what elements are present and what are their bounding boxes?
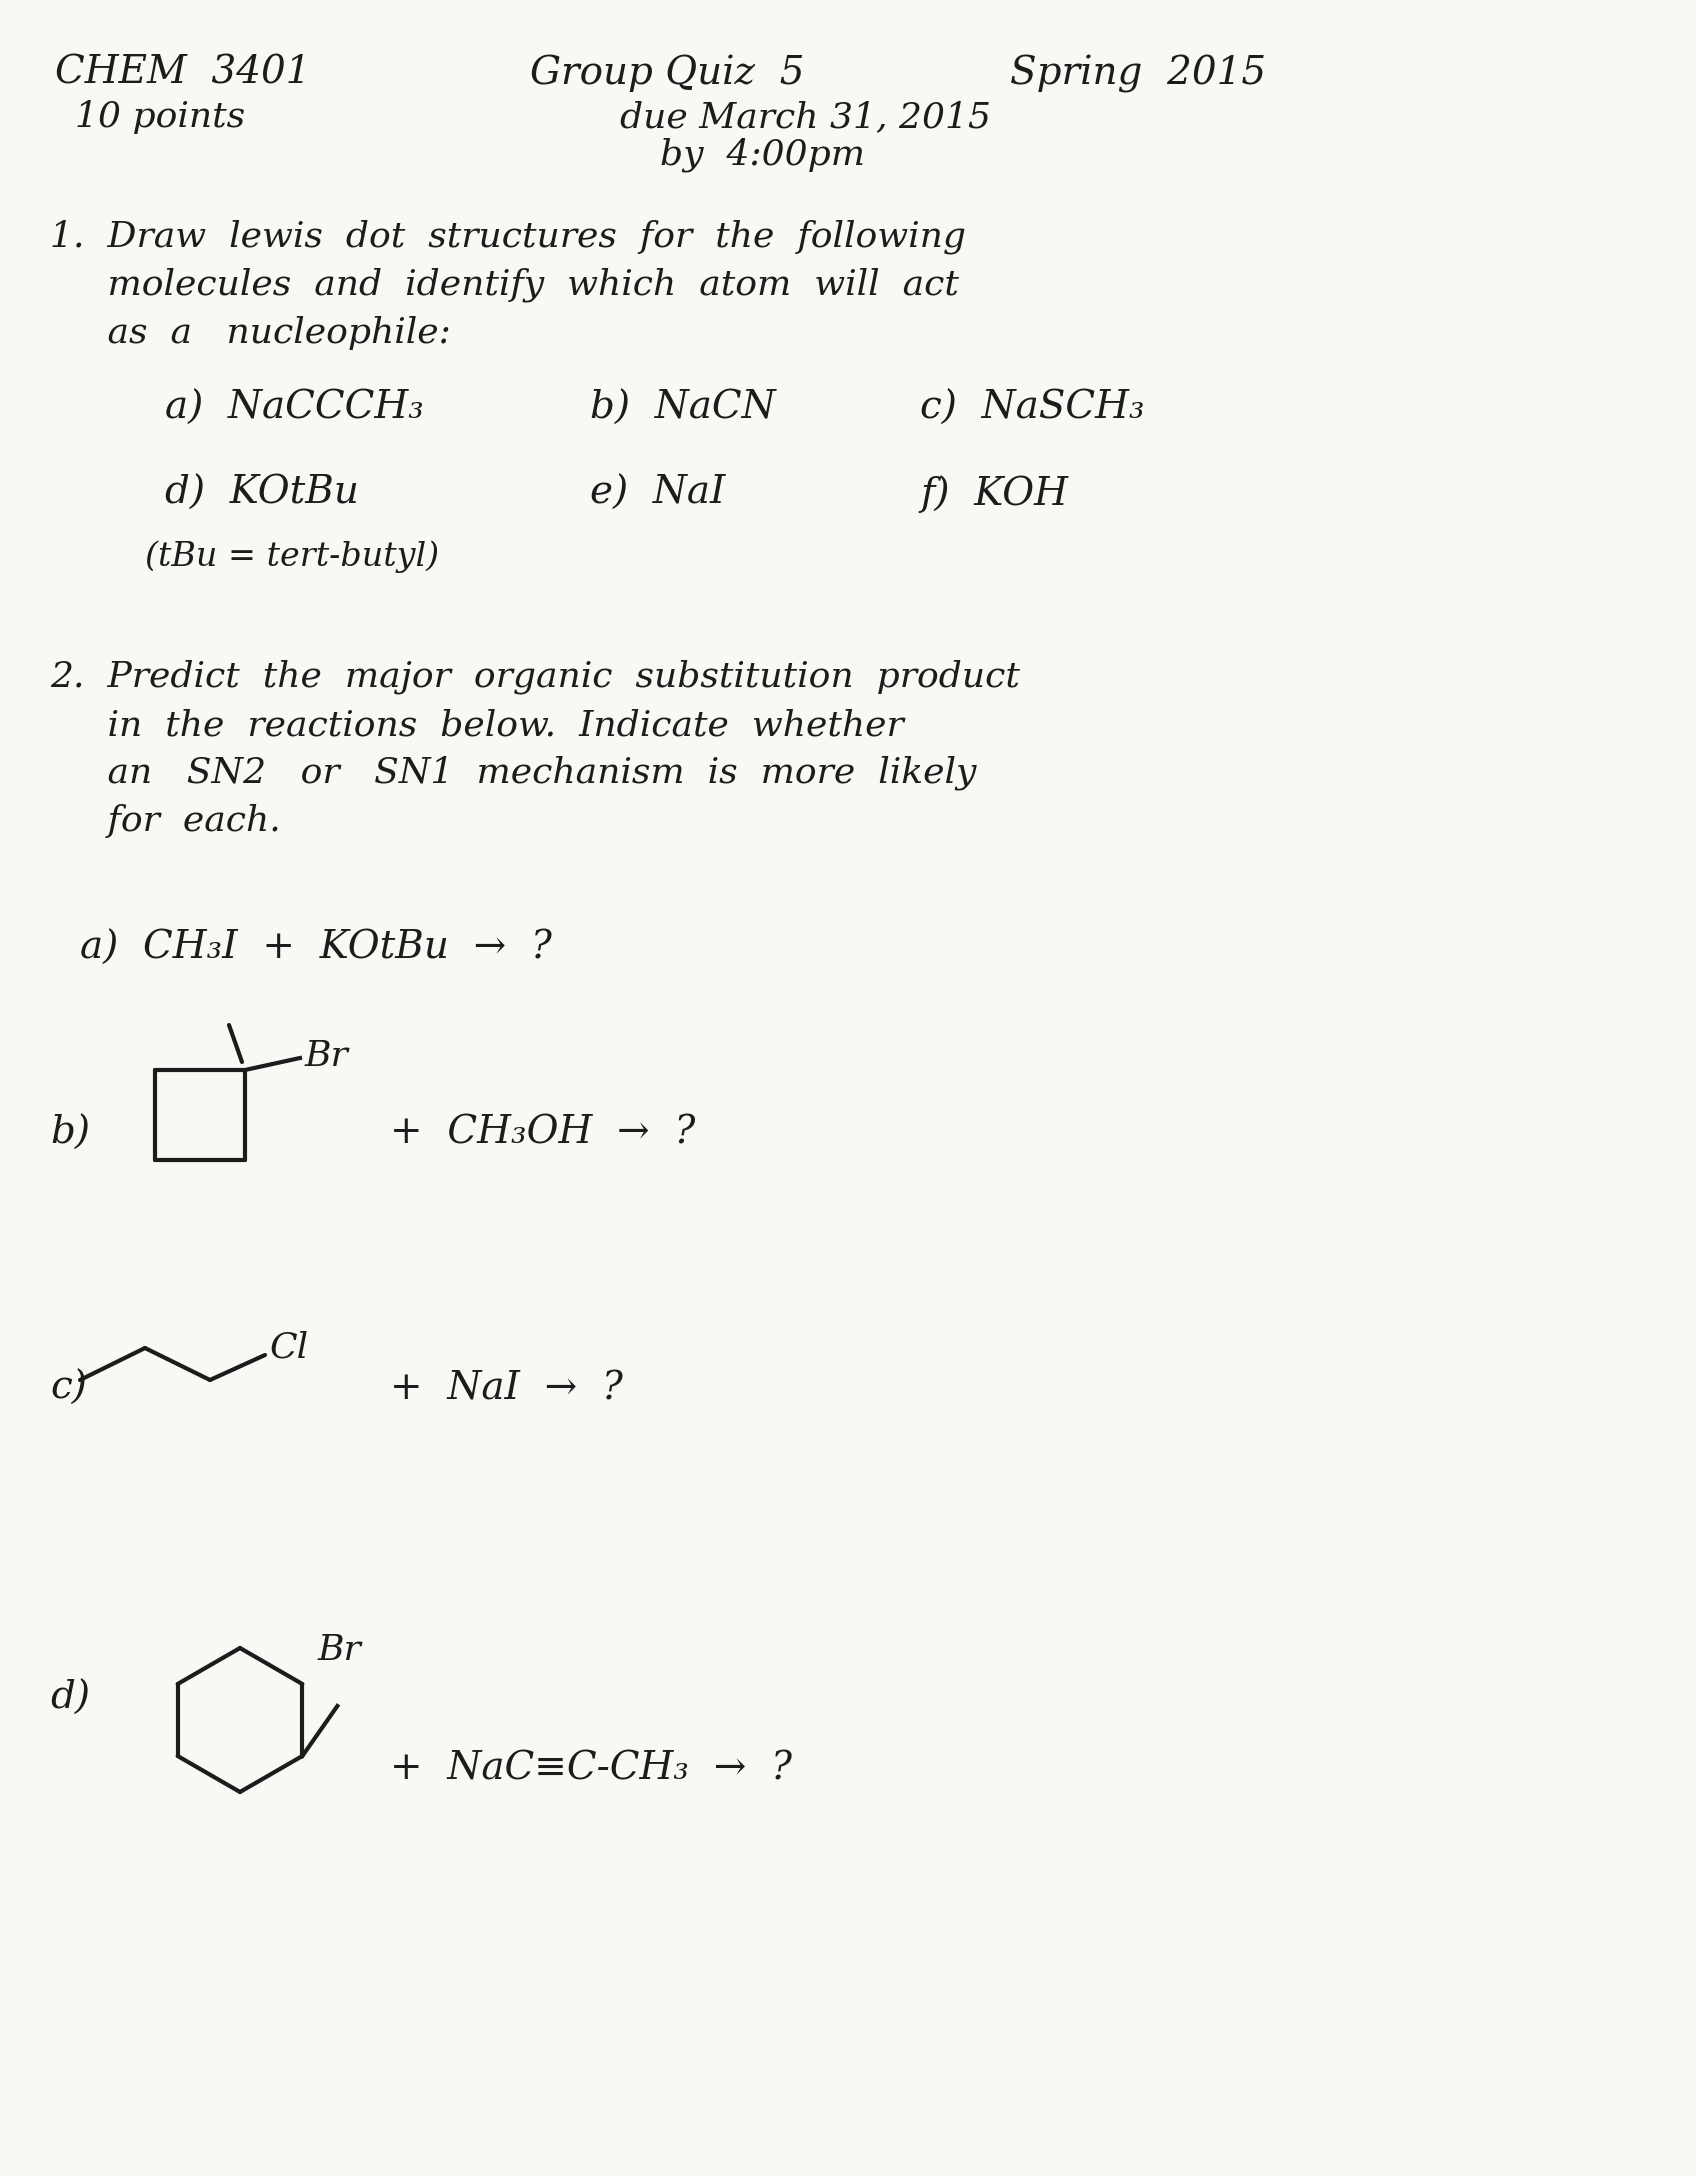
Text: e)  NaI: e) NaI	[590, 474, 726, 511]
Text: (tBu = tert-butyl): (tBu = tert-butyl)	[144, 540, 439, 572]
Text: Group Quiz  5: Group Quiz 5	[529, 54, 804, 94]
Text: in  the  reactions  below.  Indicate  whether: in the reactions below. Indicate whether	[49, 707, 904, 742]
Text: c): c)	[49, 1371, 86, 1408]
Text: f)  KOH: f) KOH	[919, 474, 1068, 514]
Text: an   SN2   or   SN1  mechanism  is  more  likely: an SN2 or SN1 mechanism is more likely	[49, 755, 977, 790]
Text: +  CH₃OH  →  ?: + CH₃OH → ?	[390, 1114, 695, 1151]
Text: Br: Br	[319, 1632, 361, 1667]
Text: c)  NaSCH₃: c) NaSCH₃	[919, 390, 1145, 426]
Text: due March 31, 2015: due March 31, 2015	[621, 100, 990, 135]
Text: CHEM  3401: CHEM 3401	[54, 54, 310, 91]
Text: by  4:00pm: by 4:00pm	[660, 137, 865, 172]
Text: 1.  Draw  lewis  dot  structures  for  the  following: 1. Draw lewis dot structures for the fol…	[49, 220, 967, 255]
Text: a)  NaCCCH₃: a) NaCCCH₃	[165, 390, 424, 426]
Text: Br: Br	[305, 1038, 349, 1073]
Text: Spring  2015: Spring 2015	[1011, 54, 1267, 94]
Text: b)  NaCN: b) NaCN	[590, 390, 775, 426]
Text: Cl: Cl	[270, 1332, 309, 1364]
Text: 2.  Predict  the  major  organic  substitution  product: 2. Predict the major organic substitutio…	[49, 659, 1019, 694]
Text: b): b)	[49, 1114, 90, 1151]
Text: +  NaC≡C-CH₃  →  ?: + NaC≡C-CH₃ → ?	[390, 1750, 792, 1786]
Text: d): d)	[49, 1680, 90, 1717]
Text: a)  CH₃I  +  KOtBu  →  ?: a) CH₃I + KOtBu → ?	[80, 929, 551, 966]
Text: 10 points: 10 points	[75, 100, 246, 135]
Text: d)  KOtBu: d) KOtBu	[165, 474, 360, 511]
Text: as  a   nucleophile:: as a nucleophile:	[49, 316, 451, 350]
Text: +  NaI  →  ?: + NaI → ?	[390, 1371, 622, 1408]
Text: molecules  and  identify  which  atom  will  act: molecules and identify which atom will a…	[49, 268, 958, 302]
Text: for  each.: for each.	[49, 803, 282, 838]
